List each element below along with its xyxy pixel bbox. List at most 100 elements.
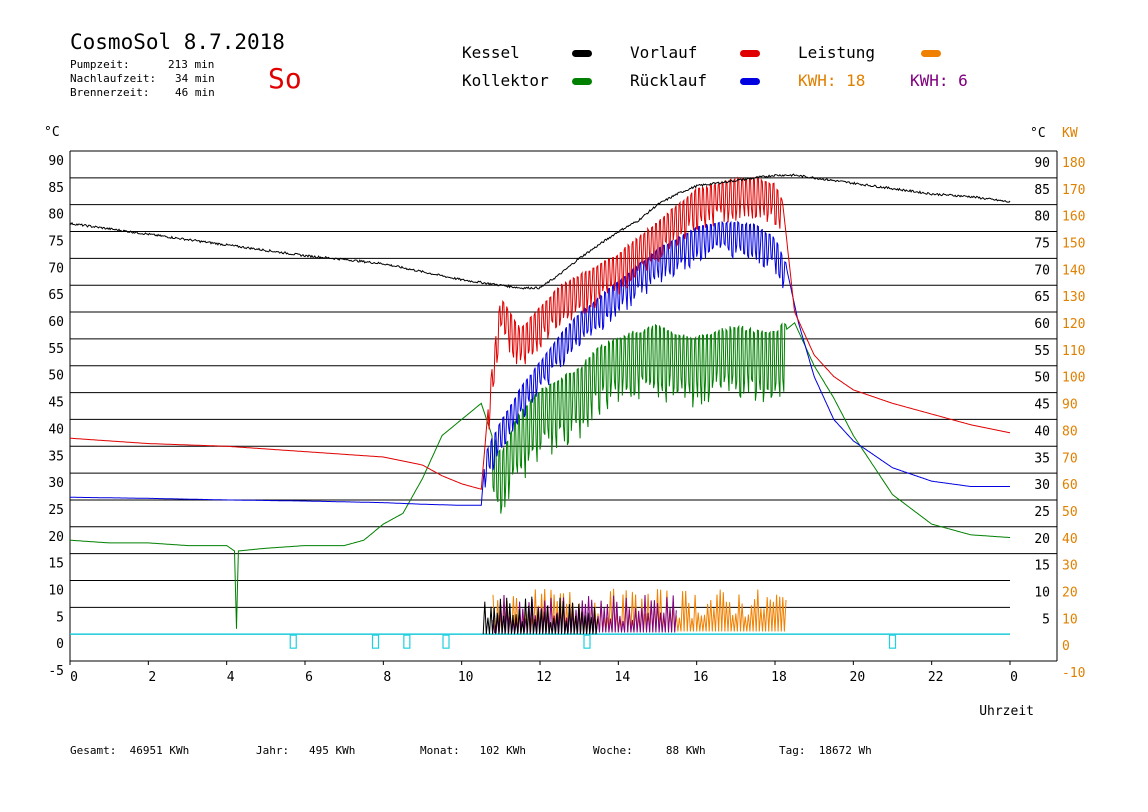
legend-kollektor-swatch: [572, 78, 592, 85]
y-tick-label-left: 85: [48, 181, 64, 196]
y-tick-label-right-kw: 100: [1062, 371, 1085, 386]
legend-ruecklauf-swatch: [740, 78, 760, 85]
y-tick-label-right-kw: 120: [1062, 317, 1085, 332]
legend-leistung-swatch: [921, 50, 941, 57]
y-tick-label-right-kw: 110: [1062, 344, 1085, 359]
chart-title: CosmoSol 8.7.2018: [70, 30, 285, 54]
legend-leistung: Leistung: [798, 43, 876, 62]
series-line-vorlauf: [69, 176, 1011, 490]
y-tick-label-left: -5: [48, 664, 64, 679]
y-tick-label-left: 40: [48, 422, 64, 437]
y-tick-label-right-c: 65: [1034, 290, 1050, 305]
y-tick-label-right-c: 45: [1034, 398, 1050, 413]
y-tick-label-right-kw: 30: [1062, 559, 1078, 574]
y-tick-label-left: 50: [48, 369, 64, 384]
y-axis-label-right-c: °C: [1030, 126, 1046, 141]
pump-mark: [371, 634, 380, 649]
legend-vorlauf: Vorlauf: [630, 43, 698, 62]
y-tick-label-left: 45: [48, 396, 64, 411]
y-tick-label-left: 20: [48, 530, 64, 545]
legend-kollektor: Kollektor: [462, 71, 549, 90]
y-tick-label-right-c: 15: [1034, 559, 1050, 574]
x-tick-label: 2: [148, 670, 156, 685]
footer-jahr: Jahr: 495 KWh: [256, 744, 356, 757]
y-tick-label-right-kw: 140: [1062, 263, 1085, 278]
y-tick-label-left: 15: [48, 557, 64, 572]
x-tick-label: 20: [850, 670, 866, 685]
y-tick-label-right-kw: 50: [1062, 505, 1078, 520]
y-tick-label-right-c: 35: [1034, 451, 1050, 466]
power-burst-brenner: [482, 596, 599, 635]
y-tick-label-left: 0: [56, 637, 64, 652]
y-tick-label-right-kw: 80: [1062, 424, 1078, 439]
y-tick-label-left: 75: [48, 235, 64, 250]
y-axis-label-right-kw: KW: [1062, 126, 1078, 141]
stat-value-brennerzeit: 46 min: [175, 86, 215, 99]
legend-ruecklauf: Rücklauf: [630, 71, 708, 90]
pump-mark: [289, 634, 297, 649]
x-tick-label: 6: [305, 670, 313, 685]
y-tick-label-left: 70: [48, 261, 64, 276]
y-tick-label-right-c: 85: [1034, 183, 1050, 198]
y-tick-label-right-c: 75: [1034, 237, 1050, 252]
pump-mark: [888, 634, 897, 649]
x-tick-label: 14: [615, 670, 631, 685]
series-line-kollektor: [69, 322, 1010, 629]
y-tick-label-right-c: 55: [1034, 344, 1050, 359]
y-tick-label-left: 80: [48, 208, 64, 223]
y-tick-label-left: 90: [48, 154, 64, 169]
y-tick-label-right-kw: 20: [1062, 585, 1078, 600]
y-tick-label-right-kw: 40: [1062, 532, 1078, 547]
x-tick-label: 16: [693, 670, 709, 685]
y-tick-label-right-c: 60: [1034, 317, 1050, 332]
pump-mark: [403, 634, 411, 649]
y-tick-label-right-kw: 150: [1062, 237, 1085, 252]
stat-label-brennerzeit: Brennerzeit:: [70, 86, 150, 99]
y-tick-label-right-c: 70: [1034, 263, 1050, 278]
y-tick-label-right-kw: 160: [1062, 210, 1085, 225]
x-tick-label: 8: [383, 670, 391, 685]
x-tick-label: 18: [771, 670, 787, 685]
y-tick-label-left: 5: [56, 610, 64, 625]
y-tick-label-left: 65: [48, 288, 64, 303]
stat-label-pumpzeit: Pumpzeit:: [70, 58, 130, 71]
x-tick-label: 22: [928, 670, 944, 685]
y-axis-label-left: °C: [44, 125, 60, 140]
y-tick-label-left: 35: [48, 449, 64, 464]
y-tick-label-right-kw: 60: [1062, 478, 1078, 493]
stat-label-nachlaufzeit: Nachlaufzeit:: [70, 72, 157, 85]
legend-kwh-second: KWH: 6: [910, 71, 968, 90]
y-tick-label-left: 30: [48, 476, 64, 491]
footer-monat: Monat: 102 KWh: [420, 744, 526, 757]
footer-tag: Tag: 18672 Wh: [779, 744, 872, 757]
x-tick-label: 0: [70, 670, 78, 685]
pump-mark: [442, 634, 450, 649]
y-tick-label-right-c: 10: [1034, 585, 1050, 600]
y-tick-label-right-kw: 10: [1062, 612, 1078, 627]
y-tick-label-right-c: 50: [1034, 371, 1050, 386]
x-tick-label: 12: [536, 670, 552, 685]
pump-mark: [583, 634, 591, 649]
y-tick-label-right-c: 40: [1034, 424, 1050, 439]
y-tick-label-right-kw: 70: [1062, 451, 1078, 466]
y-tick-label-left: 10: [48, 583, 64, 598]
y-tick-label-right-c: 25: [1034, 505, 1050, 520]
stat-value-nachlaufzeit: 34 min: [175, 72, 215, 85]
y-tick-label-left: 25: [48, 503, 64, 518]
y-tick-label-right-kw: 0: [1062, 639, 1070, 654]
series-line-rücklauf: [70, 220, 1010, 506]
y-tick-label-right-kw: -10: [1062, 666, 1085, 681]
y-tick-label-left: 60: [48, 315, 64, 330]
footer-gesamt: Gesamt: 46951 KWh: [70, 744, 190, 757]
y-tick-label-right-c: 5: [1042, 612, 1050, 627]
weekday-label: So: [268, 62, 302, 95]
x-tick-label: 10: [458, 670, 474, 685]
y-tick-label-right-c: 30: [1034, 478, 1050, 493]
legend-kessel-swatch: [572, 50, 592, 57]
y-tick-label-right-c: 80: [1034, 210, 1050, 225]
y-tick-label-left: 55: [48, 342, 64, 357]
legend-kwh-leistung: KWH: 18: [798, 71, 866, 90]
footer-woche: Woche: 88 KWh: [593, 744, 706, 757]
x-tick-label: 0: [1010, 670, 1018, 685]
